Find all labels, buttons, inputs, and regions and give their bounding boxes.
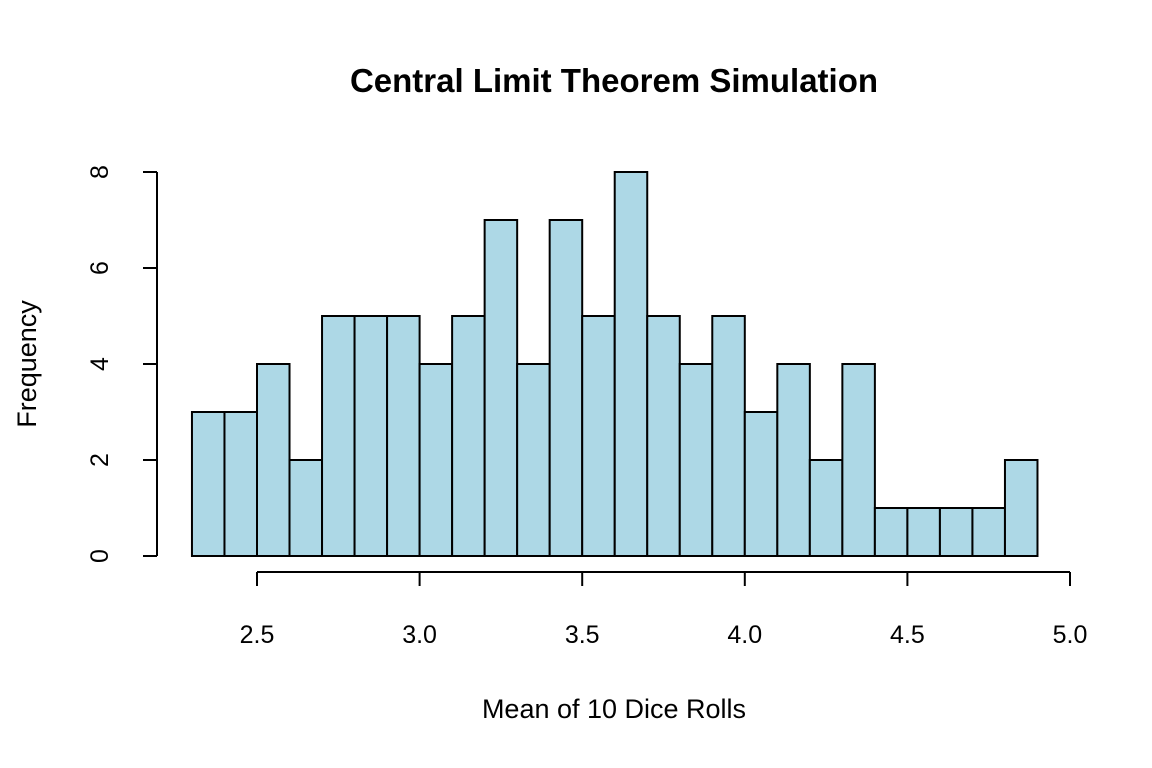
x-tick-label-4: 4.5 [890, 621, 925, 649]
bars-group [190, 171, 1039, 557]
histogram-bar-14 [646, 315, 681, 557]
histogram-bar-10 [516, 363, 551, 557]
histogram-bar-21 [873, 507, 909, 557]
y-tick-label-0: 0 [86, 549, 114, 563]
histogram-bar-16 [711, 315, 746, 557]
histogram-bar-18 [776, 363, 811, 557]
histogram-bar-24 [971, 507, 1006, 557]
x-axis-label: Mean of 10 Dice Rolls [482, 694, 746, 724]
histogram-bar-1 [223, 411, 258, 557]
histogram-bar-13 [613, 171, 649, 557]
histogram-bar-11 [548, 219, 584, 557]
x-axis: 2.5 3.0 3.5 4.0 4.5 5.0 [240, 571, 1088, 649]
x-tick-label-0: 2.5 [240, 621, 275, 649]
histogram-bar-0 [190, 411, 226, 557]
histogram-bar-2 [256, 363, 291, 557]
histogram-bar-3 [288, 459, 324, 557]
x-tick-label-5: 5.0 [1053, 621, 1088, 649]
y-tick-label-3: 6 [86, 261, 114, 275]
y-tick-label-4: 8 [86, 165, 114, 179]
chart-title: Central Limit Theorem Simulation [350, 62, 878, 99]
y-tick-label-2: 4 [86, 357, 114, 371]
histogram-bar-12 [581, 315, 616, 557]
histogram-bar-9 [483, 219, 519, 557]
x-tick-label-1: 3.0 [402, 621, 437, 649]
histogram-bar-8 [451, 315, 486, 557]
histogram-bar-20 [841, 363, 876, 557]
histogram-bar-4 [321, 315, 356, 557]
histogram-bar-17 [743, 411, 779, 557]
y-tick-label-1: 2 [86, 453, 114, 467]
x-tick-label-2: 3.5 [565, 621, 600, 649]
histogram-bar-7 [418, 363, 454, 557]
histogram-bar-25 [1003, 459, 1039, 557]
y-axis-label: Frequency [12, 300, 42, 428]
y-axis: 0 2 4 6 8 [86, 165, 158, 563]
x-tick-label-3: 4.0 [727, 621, 762, 649]
histogram-bar-15 [678, 363, 714, 557]
histogram-bar-5 [353, 315, 389, 557]
histogram-bar-19 [808, 459, 844, 557]
histogram-bar-23 [938, 507, 974, 557]
histogram-bar-6 [386, 315, 421, 557]
histogram-bar-22 [906, 507, 941, 557]
